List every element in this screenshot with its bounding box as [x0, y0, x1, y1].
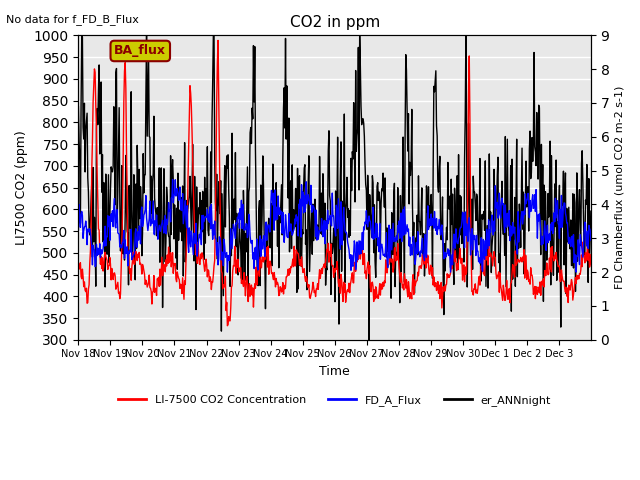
- Title: CO2 in ppm: CO2 in ppm: [289, 15, 380, 30]
- Legend: LI-7500 CO2 Concentration, FD_A_Flux, er_ANNnight: LI-7500 CO2 Concentration, FD_A_Flux, er…: [114, 391, 556, 410]
- Text: BA_flux: BA_flux: [115, 45, 166, 58]
- Y-axis label: FD Chamberflux (umol CO2 m-2 s-1): FD Chamberflux (umol CO2 m-2 s-1): [615, 86, 625, 289]
- X-axis label: Time: Time: [319, 365, 350, 378]
- Y-axis label: LI7500 CO2 (ppm): LI7500 CO2 (ppm): [15, 130, 28, 245]
- Text: No data for f_FD_B_Flux: No data for f_FD_B_Flux: [6, 14, 140, 25]
